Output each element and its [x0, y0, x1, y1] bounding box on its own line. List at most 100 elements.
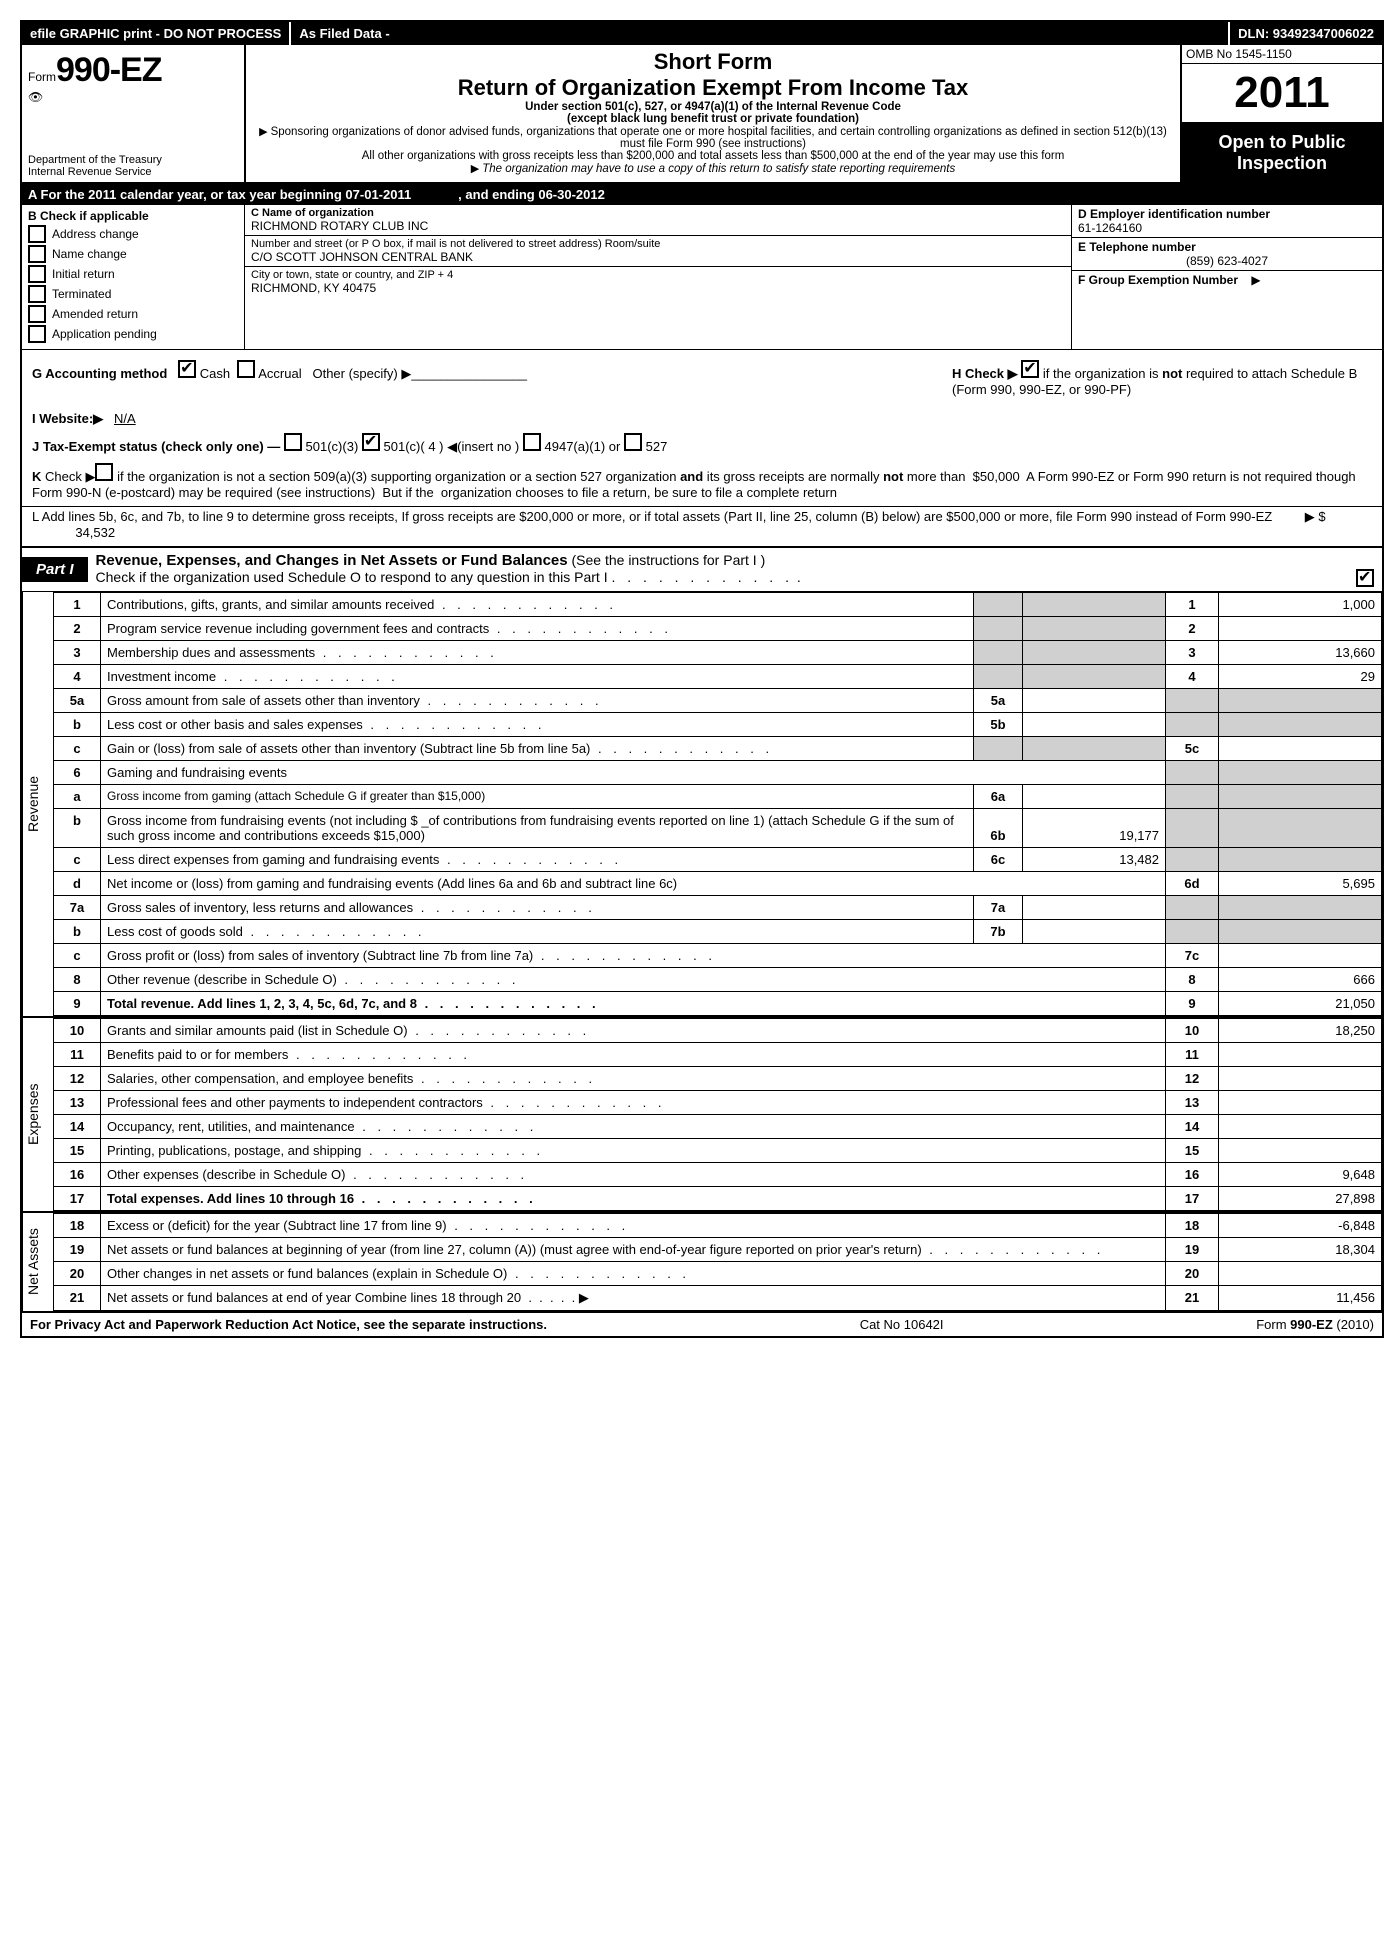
subtitle-2: (except black lung benefit trust or priv… [567, 113, 859, 125]
subtitle-1: Under section 501(c), 527, or 4947(a)(1)… [525, 101, 901, 113]
lbl-4947: 4947(a)(1) or [545, 439, 621, 454]
expenses-table: 10Grants and similar amounts paid (list … [53, 1018, 1382, 1211]
tax-year-line: A For the 2011 calendar year, or tax yea… [22, 184, 1382, 205]
subtitle-3: Sponsoring organizations of donor advise… [271, 126, 1167, 150]
part1-title: Revenue, Expenses, and Changes in Net As… [96, 552, 568, 569]
l-block: L Add lines 5b, 6c, and 7b, to line 9 to… [22, 506, 1382, 546]
revenue-table: 1Contributions, gifts, grants, and simil… [53, 592, 1382, 1016]
lbl-name-change: Name change [52, 247, 127, 261]
netassets-label: Net Assets [22, 1213, 53, 1311]
addr-label: Number and street (or P O box, if mail i… [251, 238, 1065, 250]
j-label: J Tax-Exempt status (check only one) — [32, 439, 280, 454]
section-b-header: B Check if applicable [28, 209, 149, 223]
lbl-amended: Amended return [52, 307, 138, 321]
k-text: if the organization is not a section 509… [32, 469, 1356, 500]
d-label: D Employer identification number [1078, 207, 1270, 221]
chk-terminated[interactable] [28, 285, 46, 303]
dept-treasury: Department of the Treasury [28, 154, 238, 166]
city-label: City or town, state or country, and ZIP … [251, 269, 1065, 281]
tax-year: 2011 [1182, 64, 1382, 124]
e-label: E Telephone number [1078, 240, 1196, 254]
website-value: N/A [114, 411, 136, 426]
header-mid: Short Form Return of Organization Exempt… [246, 45, 1180, 182]
chk-k[interactable] [95, 463, 113, 481]
footer-left: For Privacy Act and Paperwork Reduction … [30, 1317, 547, 1332]
expenses-section: Expenses 10Grants and similar amounts pa… [22, 1016, 1382, 1211]
lbl-terminated: Terminated [52, 287, 111, 301]
revenue-section: Revenue 1Contributions, gifts, grants, a… [22, 592, 1382, 1016]
part1-title-row: Revenue, Expenses, and Changes in Net As… [88, 548, 1382, 591]
short-form-label: Short Form [256, 49, 1170, 75]
part1-tag: Part I [22, 557, 88, 582]
lbl-accrual: Accrual [258, 366, 301, 381]
form-header: Form990-EZ 👁 Department of the Treasury … [22, 45, 1382, 184]
ein-value: 61-1264160 [1078, 221, 1142, 235]
f-label: F Group Exemption Number [1078, 273, 1238, 287]
form-footer: For Privacy Act and Paperwork Reduction … [22, 1311, 1382, 1336]
identity-section: B Check if applicable Address change Nam… [22, 205, 1382, 350]
chk-cash[interactable] [178, 360, 196, 378]
form-no-big: 990-EZ [56, 51, 162, 89]
section-c: C Name of organization RICHMOND ROTARY C… [245, 205, 1071, 349]
expenses-label: Expenses [22, 1018, 53, 1211]
l-value: 34,532 [75, 525, 115, 540]
revenue-label: Revenue [22, 592, 53, 1016]
l-text: L Add lines 5b, 6c, and 7b, to line 9 to… [32, 509, 1272, 524]
lbl-pending: Application pending [52, 327, 157, 341]
lbl-cash: Cash [200, 366, 230, 381]
lbl-other: Other (specify) [312, 366, 397, 381]
chk-501c3[interactable] [284, 433, 302, 451]
chk-part1-scho[interactable] [1356, 569, 1374, 587]
lbl-501c: 501(c)( 4 ) [384, 439, 444, 454]
lbl-insertno: (insert no ) [457, 439, 519, 454]
dln-label: DLN: 93492347006022 [1230, 22, 1382, 45]
form-prefix: Form [28, 70, 56, 84]
netassets-section: Net Assets 18Excess or (deficit) for the… [22, 1211, 1382, 1311]
k-block: K Check ▶ if the organization is not a s… [22, 461, 1382, 506]
tax-year-begin: A For the 2011 calendar year, or tax yea… [28, 187, 411, 202]
org-address: C/O SCOTT JOHNSON CENTRAL BANK [251, 250, 1065, 264]
section-b: B Check if applicable Address change Nam… [22, 205, 245, 349]
netassets-table: 18Excess or (deficit) for the year (Subt… [53, 1213, 1382, 1311]
subtitle-4: All other organizations with gross recei… [256, 150, 1170, 162]
footer-mid: Cat No 10642I [860, 1317, 944, 1332]
part1-note: (See the instructions for Part I ) [572, 552, 766, 568]
open-inspection: Open to Public Inspection [1182, 124, 1382, 182]
top-bar: efile GRAPHIC print - DO NOT PROCESS As … [22, 22, 1382, 45]
subtitle-5: The organization may have to use a copy … [482, 163, 955, 175]
l-arrow: ▶ $ [1305, 509, 1326, 524]
phone-value: (859) 623-4027 [1078, 254, 1376, 268]
chk-accrual[interactable] [237, 360, 255, 378]
irs-eagle-icon: 👁 [28, 90, 238, 104]
i-label: I Website:▶ [32, 411, 103, 426]
form-title: Return of Organization Exempt From Incom… [256, 75, 1170, 101]
chk-address-change[interactable] [28, 225, 46, 243]
chk-pending[interactable] [28, 325, 46, 343]
chk-4947[interactable] [523, 433, 541, 451]
org-city: RICHMOND, KY 40475 [251, 281, 1065, 295]
header-left: Form990-EZ 👁 Department of the Treasury … [22, 45, 246, 182]
asfiled-label: As Filed Data - [289, 22, 1230, 45]
h-label: H Check ▶ [952, 366, 1018, 381]
tax-year-end: , and ending 06-30-2012 [458, 187, 605, 202]
chk-initial-return[interactable] [28, 265, 46, 283]
c-label: C Name of organization [251, 207, 1065, 219]
form-990ez: efile GRAPHIC print - DO NOT PROCESS As … [20, 20, 1384, 1338]
lbl-address-change: Address change [52, 227, 139, 241]
accounting-block: G Accounting method Cash Accrual Other (… [22, 350, 1382, 461]
chk-501c[interactable] [362, 433, 380, 451]
lbl-501c3: 501(c)(3) [306, 439, 359, 454]
part1-header: Part I Revenue, Expenses, and Changes in… [22, 546, 1382, 592]
chk-h[interactable] [1021, 360, 1039, 378]
footer-right: Form 990-EZ (2010) [1256, 1317, 1374, 1332]
chk-name-change[interactable] [28, 245, 46, 263]
dept-block: Department of the Treasury Internal Reve… [28, 154, 238, 178]
efile-label: efile GRAPHIC print - DO NOT PROCESS [22, 22, 289, 45]
org-name: RICHMOND ROTARY CLUB INC [251, 219, 1065, 233]
chk-amended[interactable] [28, 305, 46, 323]
form-number: Form990-EZ 👁 [28, 51, 238, 104]
chk-527[interactable] [624, 433, 642, 451]
dept-irs: Internal Revenue Service [28, 166, 238, 178]
header-right: OMB No 1545-1150 2011 Open to Public Ins… [1180, 45, 1382, 182]
f-arrow: ▶ [1251, 273, 1260, 287]
